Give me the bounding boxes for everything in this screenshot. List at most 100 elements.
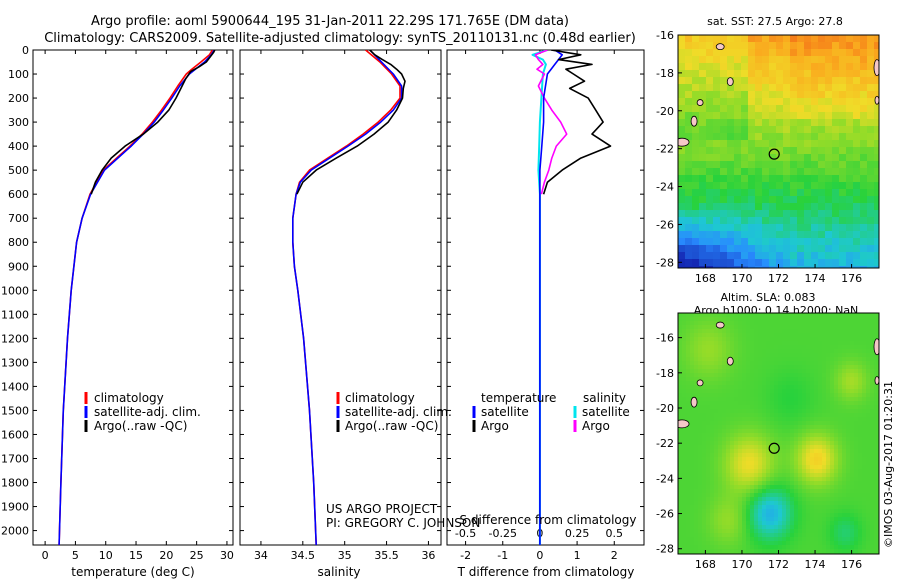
map-cell: [818, 369, 823, 374]
map-cell: [842, 389, 847, 394]
map-cell: [810, 341, 815, 346]
map-cell: [867, 119, 875, 127]
map-y-tick-label: -22: [656, 143, 674, 156]
map-cell: [802, 481, 807, 486]
map-cell: [778, 413, 783, 418]
map-cell: [734, 417, 739, 422]
map-cell: [730, 337, 735, 342]
map-cell: [722, 537, 727, 542]
map-cell: [778, 485, 783, 490]
map-cell: [826, 513, 831, 518]
map-cell: [826, 477, 831, 482]
map-cell: [682, 377, 687, 382]
map-cell: [866, 441, 871, 446]
map-cell: [814, 337, 819, 342]
map-cell: [794, 401, 799, 406]
map-cell: [713, 56, 721, 64]
map-cell: [682, 537, 687, 542]
map-cell: [686, 525, 691, 530]
map-cell: [842, 413, 847, 418]
map-cell: [786, 545, 791, 550]
map-cell: [826, 481, 831, 486]
map-cell: [874, 353, 879, 358]
map-cell: [810, 465, 815, 470]
map-cell: [870, 433, 875, 438]
map-cell: [846, 49, 854, 57]
map-cell: [778, 353, 783, 358]
map-cell: [814, 373, 819, 378]
map-cell: [766, 417, 771, 422]
map-cell: [839, 112, 847, 120]
map-cell: [678, 42, 686, 50]
map-cell: [722, 465, 727, 470]
map-cell: [698, 445, 703, 450]
map-cell: [710, 389, 715, 394]
map-cell: [726, 349, 731, 354]
map-cell: [746, 545, 751, 550]
map-cell: [811, 133, 819, 141]
map-cell: [713, 217, 721, 225]
map-cell: [714, 513, 719, 518]
map-cell: [678, 238, 686, 246]
map-cell: [726, 513, 731, 518]
map-cell: [862, 513, 867, 518]
map-cell: [842, 345, 847, 350]
map-cell: [794, 509, 799, 514]
map-cell: [842, 545, 847, 550]
map-cell: [818, 349, 823, 354]
map-cell: [834, 505, 839, 510]
map-cell: [750, 473, 755, 478]
map-cell: [755, 217, 763, 225]
sst-map-title: sat. SST: 27.5 Argo: 27.8: [707, 15, 843, 28]
map-cell: [782, 401, 787, 406]
map-cell: [860, 49, 868, 57]
map-cell: [790, 105, 798, 113]
map-cell: [766, 337, 771, 342]
map-cell: [818, 517, 823, 522]
map-cell: [706, 133, 714, 141]
map-cell: [782, 329, 787, 334]
map-cell: [758, 333, 763, 338]
map-cell: [790, 529, 795, 534]
map-cell: [685, 259, 693, 267]
map-cell: [846, 35, 854, 43]
map-cell: [714, 465, 719, 470]
map-cell: [778, 389, 783, 394]
map-cell: [842, 397, 847, 402]
map-cell: [758, 393, 763, 398]
map-cell: [776, 238, 784, 246]
map-cell: [770, 473, 775, 478]
map-cell: [778, 429, 783, 434]
map-cell: [776, 84, 784, 92]
map-cell: [826, 449, 831, 454]
map-cell: [678, 345, 683, 350]
map-cell: [834, 381, 839, 386]
map-cell: [804, 238, 812, 246]
map-cell: [818, 210, 826, 218]
map-cell: [860, 119, 868, 127]
map-cell: [842, 421, 847, 426]
map-cell: [755, 126, 763, 134]
map-cell: [866, 349, 871, 354]
map-cell: [866, 465, 871, 470]
map-cell: [804, 35, 812, 43]
map-cell: [692, 252, 700, 260]
map-cell: [692, 154, 700, 162]
map-cell: [755, 245, 763, 253]
map-cell: [686, 529, 691, 534]
map-cell: [698, 449, 703, 454]
map-cell: [706, 505, 711, 510]
salinity-line-satellite: [291, 50, 403, 545]
map-cell: [783, 168, 791, 176]
map-cell: [786, 525, 791, 530]
map-cell: [774, 385, 779, 390]
map-cell: [770, 401, 775, 406]
map-cell: [830, 537, 835, 542]
map-cell: [714, 477, 719, 482]
map-cell: [774, 545, 779, 550]
map-cell: [797, 189, 805, 197]
map-cell: [706, 77, 714, 85]
map-cell: [722, 389, 727, 394]
map-cell: [718, 353, 723, 358]
map-cell: [806, 357, 811, 362]
